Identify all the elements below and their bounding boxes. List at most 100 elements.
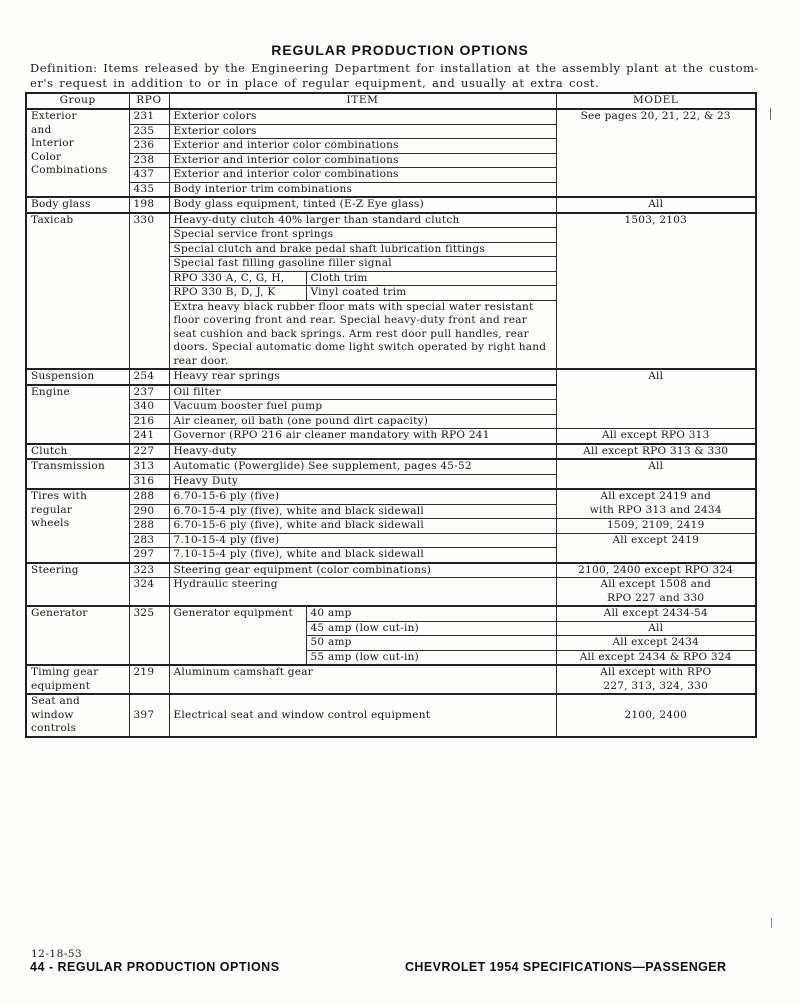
- model-cell: All except RPO 313: [555, 428, 757, 444]
- table-row: Extra heavy black rubber floor mats with…: [26, 299, 756, 370]
- item-cell: Electrical seat and window control equip…: [168, 693, 557, 737]
- item-cell: Exterior and interior color combinations: [168, 138, 557, 154]
- table-row: RPO 330 B, D, J, K Vinyl coated trim: [26, 285, 756, 301]
- model-text: All except 2419 and with RPO 313 and 243…: [589, 490, 722, 516]
- item-subcell-left: Generator equipment: [168, 605, 307, 666]
- col-header-model: MODEL: [555, 92, 757, 110]
- model-cell: All: [555, 620, 757, 636]
- scan-artifact: [771, 918, 772, 928]
- rpo-cell: 324: [128, 577, 170, 607]
- item-cell: Exterior and interior color combinations: [168, 152, 557, 168]
- rpo-cell: 216: [128, 413, 170, 429]
- table-row: Clutch 227 Heavy-duty All except RPO 313…: [25, 442, 757, 460]
- scan-artifact: [770, 108, 771, 120]
- table-row: 235 Exterior colors: [26, 123, 756, 139]
- col-header-rpo: RPO: [128, 92, 170, 110]
- group-label-tires: Tires with regular wheels: [25, 488, 130, 563]
- col-header-item: ITEM: [168, 92, 557, 110]
- model-cell: All except 2434 & RPO 324: [555, 649, 757, 666]
- rpo-cell: 283: [128, 532, 170, 548]
- rpo-cell: 238: [128, 152, 170, 168]
- table-row: Transmission 313 Automatic (Powerglide) …: [25, 458, 757, 490]
- table-row: Special service front springs: [26, 227, 756, 243]
- item-subcell-left: RPO 330 B, D, J, K: [168, 285, 307, 301]
- table-row: 316 Heavy Duty: [26, 473, 756, 490]
- item-cell: Air cleaner, oil bath (one pound dirt ca…: [168, 413, 557, 429]
- table-row: Generator 325 Generator equipment 40 amp…: [25, 605, 757, 666]
- rpo-cell: 288: [128, 518, 170, 534]
- group-label-taxicab: Taxicab: [25, 211, 130, 370]
- item-cell: Hydraulic steering: [168, 577, 557, 607]
- table-row: 283 7.10-15-4 ply (five) All except 2419: [26, 532, 757, 563]
- model-cell: 2100, 2400: [555, 693, 757, 737]
- item-cell: Exterior and interior color combinations: [168, 167, 557, 183]
- footer-page-label: 44 - REGULAR PRODUCTION OPTIONS: [30, 960, 280, 974]
- model-cell: All except 1508 and RPO 227 and 330: [555, 577, 757, 607]
- item-cell: Governor (RPO 216 air cleaner mandatory …: [168, 428, 557, 444]
- group-label-steering: Steering: [25, 561, 130, 607]
- rpo-cell: 330: [128, 211, 170, 370]
- model-cell: See pages 20, 21, 22, & 23: [555, 108, 757, 198]
- table-row: Taxicab 330 Heavy-duty clutch 40% larger…: [25, 211, 757, 370]
- item-cell: 7.10-15-4 ply (five): [168, 532, 557, 548]
- group-label-body-glass: Body glass: [25, 196, 130, 213]
- model-cell: 1509, 2109, 2419: [555, 518, 757, 534]
- model-cell: All: [555, 368, 757, 429]
- model-cell: All except 2419 and with RPO 313 and 243…: [555, 488, 757, 519]
- item-cell: Body glass equipment, tinted (E-Z Eye gl…: [168, 196, 557, 213]
- item-subcell-right: 40 amp: [305, 605, 557, 622]
- rpo-cell: 236: [128, 138, 170, 154]
- model-cell: 1503, 2103: [555, 211, 757, 370]
- item-cell: Heavy rear springs: [168, 368, 557, 385]
- model-cell: All: [555, 196, 757, 213]
- model-cell: All except with RPO 227, 313, 324, 330: [555, 664, 757, 695]
- rpo-cell: 231: [128, 108, 170, 125]
- item-cell: Special clutch and brake pedal shaft lub…: [168, 241, 557, 257]
- item-cell: Heavy-duty clutch 40% larger than standa…: [168, 211, 557, 228]
- table-row: Body glass 198 Body glass equipment, tin…: [25, 196, 757, 213]
- table-row: Steering 323 Steering gear equipment (co…: [25, 561, 757, 607]
- item-cell: Automatic (Powerglide) See supplement, p…: [168, 458, 557, 475]
- item-cell: Special service front springs: [168, 227, 557, 243]
- item-cell: Body interior trim combinations: [168, 181, 557, 198]
- item-subcell-right: 45 amp (low cut-in): [305, 620, 557, 636]
- table-header-row: Group RPO ITEM MODEL: [25, 92, 757, 110]
- page-title: REGULAR PRODUCTION OPTIONS: [271, 42, 529, 58]
- rpo-cell: 313: [128, 458, 170, 475]
- rpo-cell: 340: [128, 399, 170, 415]
- definition-text: Definition: Items released by the Engine…: [30, 61, 759, 90]
- rpo-cell: 198: [128, 196, 170, 213]
- rpo-cell: 254: [128, 368, 170, 385]
- table-row: Exterior and Interior Color Combinations…: [25, 108, 757, 198]
- rpo-cell: 397: [128, 693, 170, 737]
- rpo-cell: 316: [128, 473, 170, 490]
- table-row: 324 Hydraulic steering All except 1508 a…: [26, 577, 757, 607]
- table-row: 241 Governor (RPO 216 air cleaner mandat…: [26, 428, 757, 444]
- group-label-timing-gear: Timing gear equipment: [25, 664, 130, 695]
- item-cell: Special fast filling gasoline filler sig…: [168, 256, 557, 272]
- item-subcell-right: 55 amp (low cut-in): [305, 649, 557, 666]
- item-cell: 6.70-15-6 ply (five): [168, 488, 557, 505]
- item-subcell-right: Cloth trim: [305, 270, 557, 286]
- model-cell: All except 2434-54: [555, 605, 757, 622]
- group-label-engine: Engine: [25, 383, 130, 444]
- group-label-generator: Generator: [25, 605, 130, 666]
- col-header-group: Group: [25, 92, 130, 110]
- item-cell: Heavy-duty: [168, 442, 557, 460]
- item-cell: Aluminum camshaft gear: [168, 664, 557, 695]
- group-label-suspension: Suspension: [25, 368, 130, 385]
- rpo-cell: 227: [128, 442, 170, 460]
- rpo-cell: 435: [128, 181, 170, 198]
- taxicab-note: Extra heavy black rubber floor mats with…: [168, 299, 557, 370]
- table-row: 216 Air cleaner, oil bath (one pound dir…: [26, 413, 756, 429]
- rpo-cell: 290: [128, 503, 170, 519]
- table-row: Timing gear equipment 219 Aluminum camsh…: [25, 664, 757, 695]
- rpo-cell: 237: [128, 383, 170, 400]
- rpo-cell: 241: [128, 428, 170, 444]
- rpo-cell: 297: [128, 547, 170, 563]
- model-cell: 2100, 2400 except RPO 324: [555, 561, 757, 578]
- model-cell: All except RPO 313 & 330: [555, 442, 757, 460]
- table-row: 236 Exterior and interior color combinat…: [26, 138, 756, 154]
- group-label-color: Exterior and Interior Color Combinations: [25, 108, 130, 198]
